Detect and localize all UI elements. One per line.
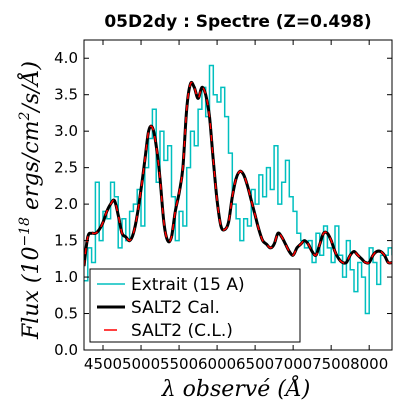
series-line-salt2-cl <box>84 81 392 267</box>
y-axis-label-exponent: −18 <box>17 217 33 247</box>
y-tick-label: 3.5 <box>54 86 78 104</box>
series-line-extrait <box>84 64 392 315</box>
x-tick-label: 7000 <box>274 355 312 373</box>
y-tick-label: 2.5 <box>54 159 78 177</box>
y-axis-label-units: ergs/cm <box>19 121 44 218</box>
y-tick-label: 4.0 <box>54 49 78 67</box>
y-tick-label: 0.5 <box>54 305 78 323</box>
x-tick-label: 6500 <box>236 355 274 373</box>
x-tick-label: 8000 <box>350 355 388 373</box>
legend-label-salt2-cal: SALT2 Cal. <box>131 298 220 318</box>
y-tick-label: 1.5 <box>54 232 78 250</box>
x-tick-label: 7500 <box>312 355 350 373</box>
plot-frame <box>83 39 393 351</box>
x-tick-label: 5000 <box>122 355 160 373</box>
y-axis-label-base: Flux (10 <box>19 247 44 340</box>
y-axis-label-tail: /s/Å) <box>16 61 44 114</box>
x-tick-label: 5500 <box>160 355 198 373</box>
y-axis-label-squared: 2 <box>17 112 33 122</box>
x-tick-label: 4500 <box>84 355 122 373</box>
series-line-salt2-cal <box>84 80 392 267</box>
legend-label-salt2-cl: SALT2 (C.L.) <box>131 321 233 341</box>
x-axis-label: λ observé (Å) <box>161 374 311 400</box>
legend-label-extrait: Extrait (15 A) <box>131 275 245 295</box>
ticks-layer: 4500 5000 5500 6000 6500 7000 7500 8000 0.0 0.5 1.… <box>54 40 392 373</box>
chart-title: 05D2dy : Spectre (Z=0.498) <box>104 12 371 32</box>
x-tick-label: 6000 <box>198 355 236 373</box>
legend: Extrait (15 A) SALT2 Cal. SALT2 (C.L.) <box>89 268 301 343</box>
y-tick-label: 3.0 <box>54 122 78 140</box>
y-tick-label: 2.0 <box>54 195 78 213</box>
series-layer <box>84 64 392 315</box>
y-tick-label: 0.0 <box>54 341 78 359</box>
y-tick-label: 1.0 <box>54 268 78 286</box>
y-axis-label: Flux (10−18 ergs/cm2/s/Å) <box>16 61 44 340</box>
